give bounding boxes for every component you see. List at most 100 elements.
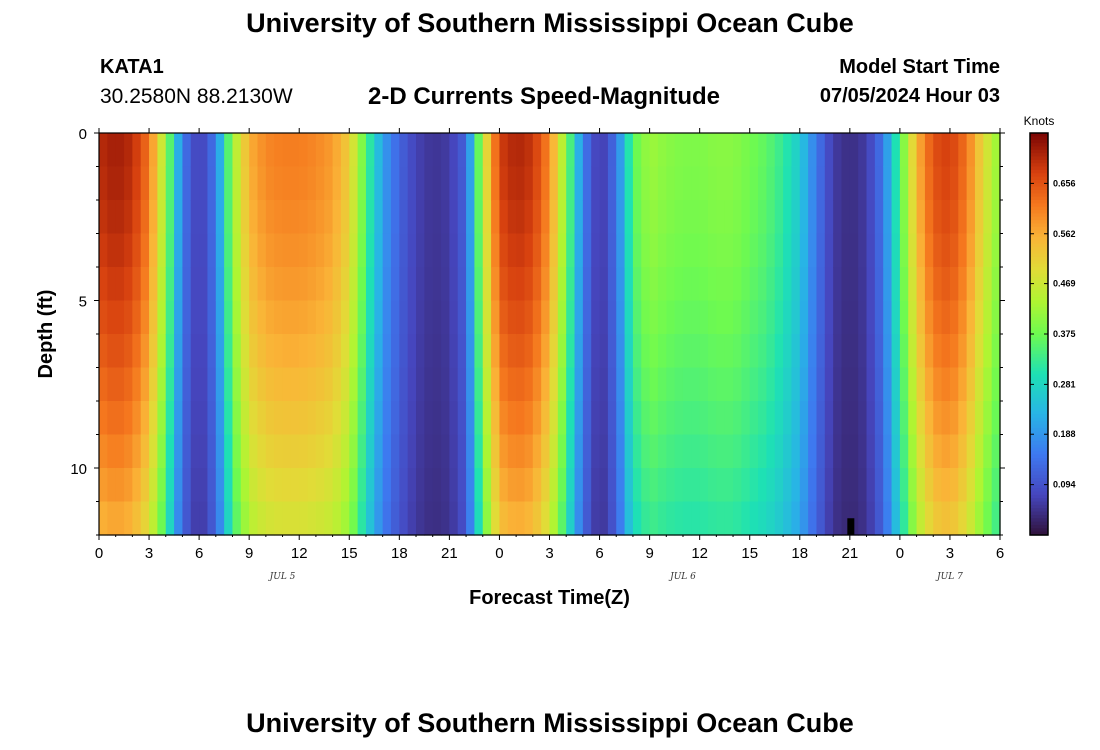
heatmap-cell bbox=[682, 434, 692, 469]
heatmap-cell bbox=[107, 300, 117, 335]
heatmap-cell bbox=[624, 267, 634, 302]
heatmap-cell bbox=[632, 267, 642, 302]
heatmap-cell bbox=[833, 300, 843, 335]
heatmap-cell bbox=[524, 300, 534, 335]
heatmap-cell bbox=[866, 434, 876, 469]
colorbar-cell bbox=[1030, 457, 1048, 462]
heatmap-cell bbox=[99, 401, 108, 436]
heatmap-cell bbox=[374, 401, 384, 436]
heatmap-cell bbox=[182, 501, 192, 536]
heatmap-cell bbox=[791, 468, 801, 503]
heatmap-cell bbox=[315, 133, 325, 168]
heatmap-cell bbox=[624, 233, 634, 268]
heatmap-cell bbox=[240, 401, 250, 436]
heatmap-cell bbox=[933, 334, 943, 369]
heatmap-cell bbox=[124, 367, 133, 402]
heatmap-cell bbox=[899, 434, 909, 469]
heatmap-cell bbox=[974, 133, 984, 168]
heatmap-cell bbox=[557, 367, 567, 402]
colorbar-cell bbox=[1030, 230, 1048, 235]
heatmap-cell bbox=[733, 468, 742, 503]
heatmap-cell bbox=[115, 200, 125, 235]
colorbar-cell bbox=[1030, 233, 1048, 238]
heatmap-cell bbox=[207, 501, 217, 536]
colorbar-cell bbox=[1030, 189, 1048, 194]
heatmap-cell bbox=[99, 133, 108, 168]
heatmap-cell bbox=[257, 434, 267, 469]
heatmap-cell bbox=[457, 434, 467, 469]
heatmap-cell bbox=[182, 233, 192, 268]
heatmap-cell bbox=[407, 133, 417, 168]
heatmap-cell bbox=[165, 300, 175, 335]
heatmap-cell bbox=[249, 267, 259, 302]
heatmap-cell bbox=[332, 434, 342, 469]
heatmap-cell bbox=[99, 233, 108, 268]
heatmap-cell bbox=[908, 468, 918, 503]
heatmap-cell bbox=[541, 166, 551, 201]
heatmap-cell bbox=[124, 200, 133, 235]
heatmap-cell bbox=[874, 434, 884, 469]
colorbar-cell bbox=[1030, 143, 1048, 147]
heatmap-cell bbox=[783, 401, 793, 436]
heatmap-cell bbox=[449, 233, 459, 268]
heatmap-cell bbox=[666, 133, 676, 168]
heatmap-cell bbox=[349, 468, 359, 503]
heatmap-cell bbox=[691, 200, 701, 235]
heatmap-cell bbox=[674, 501, 684, 536]
heatmap-cell bbox=[816, 334, 826, 369]
heatmap-cell bbox=[399, 434, 409, 469]
heatmap-cell bbox=[841, 334, 851, 369]
heatmap-cell bbox=[699, 233, 709, 268]
colorbar-cell bbox=[1030, 273, 1048, 278]
heatmap-cell bbox=[107, 166, 117, 201]
heatmap-cell bbox=[716, 334, 726, 369]
heatmap-cell bbox=[349, 367, 359, 402]
heatmap-cell bbox=[507, 267, 517, 302]
heatmap-cell bbox=[874, 133, 884, 168]
heatmap-cell bbox=[791, 300, 801, 335]
heatmap-cell bbox=[874, 166, 884, 201]
heatmap-cell bbox=[941, 434, 951, 469]
colorbar bbox=[1030, 133, 1048, 536]
x-tick-label: 15 bbox=[741, 545, 758, 562]
heatmap-cell bbox=[182, 401, 192, 436]
heatmap-cell bbox=[365, 334, 375, 369]
heatmap-cell bbox=[841, 133, 851, 168]
heatmap-cell bbox=[357, 468, 367, 503]
heatmap-cell bbox=[557, 200, 567, 235]
heatmap-cell bbox=[566, 300, 576, 335]
heatmap-cell bbox=[758, 133, 767, 168]
heatmap-cell bbox=[190, 401, 200, 436]
heatmap-cell bbox=[774, 133, 784, 168]
heatmap-cell bbox=[958, 267, 968, 302]
y-axis-title: Depth (ft) bbox=[35, 290, 57, 379]
heatmap-cell bbox=[883, 334, 893, 369]
heatmap-cell bbox=[632, 300, 642, 335]
heatmap-cell bbox=[365, 200, 375, 235]
heatmap-cell bbox=[958, 300, 968, 335]
heatmap-cell bbox=[783, 133, 793, 168]
heatmap-cell bbox=[107, 401, 117, 436]
x-tick-label: 6 bbox=[595, 545, 603, 562]
heatmap-cell bbox=[466, 501, 476, 536]
colorbar-tick-label: 0.562 bbox=[1053, 229, 1076, 239]
heatmap-cell bbox=[315, 334, 325, 369]
heatmap-cell bbox=[657, 267, 667, 302]
heatmap-cell bbox=[290, 233, 300, 268]
heatmap-cell bbox=[324, 300, 334, 335]
colorbar-cell bbox=[1030, 451, 1048, 456]
heatmap-cell bbox=[566, 401, 576, 436]
heatmap-cell bbox=[482, 200, 492, 235]
heatmap-cell bbox=[524, 468, 534, 503]
heatmap-cell bbox=[599, 300, 609, 335]
heatmap-cell bbox=[824, 401, 834, 436]
heatmap-cell bbox=[282, 200, 292, 235]
heatmap-cell bbox=[716, 434, 726, 469]
heatmap-cell bbox=[449, 434, 459, 469]
heatmap-cell bbox=[899, 267, 909, 302]
heatmap-cell bbox=[783, 166, 793, 201]
heatmap-cell bbox=[265, 434, 275, 469]
heatmap-cell bbox=[257, 468, 267, 503]
heatmap-cell bbox=[966, 166, 976, 201]
heatmap-cell bbox=[816, 501, 826, 536]
